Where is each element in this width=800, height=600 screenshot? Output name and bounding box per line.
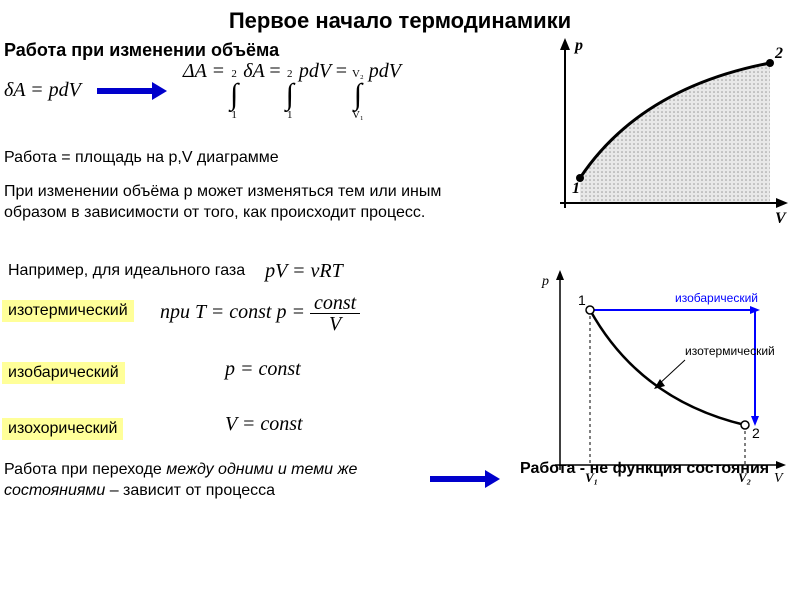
int-body: δA [243,60,264,82]
isobaric-label: изобарический [675,291,758,305]
label-isobaric: изобарический [2,362,125,384]
equation-row-1: δA = pdV ΔA = 2 ∫ 1 δA = 2 ∫ 1 pdV = V₂ … [4,60,401,121]
frac-num: const [310,293,360,314]
text-ideal: Например, для идеального газа [4,261,245,282]
integral-symbol: ∫ [286,80,294,110]
integral-1: 2 ∫ 1 [230,69,238,121]
ideal-gas-row: Например, для идеального газа pV = νRT [4,260,343,283]
integral-symbol: ∫ [354,80,362,110]
integral-symbol: ∫ [230,80,238,110]
isobaric-block: изобарический [2,362,125,384]
isochoric-block: изохорический [2,418,123,440]
eq-isobaric: p = const [225,358,301,381]
integral-3: V₂ ∫ V₁ [352,69,364,121]
page-title: Первое начало термодинамики [0,0,800,34]
equals: = [336,60,352,82]
int-body: pdV [369,60,401,82]
label-isothermal: изотермический [2,300,134,322]
eq-isochoric: V = const [225,413,303,436]
p-axis-label: p [573,38,583,54]
eq-differential: δA = pdV [4,79,81,102]
text-change: При изменении объёма p может изменяться … [0,182,450,224]
int-lower: 1 [287,110,293,121]
pv-diagram-2: 1 2 p V V₁ V₂ изобарический изотермическ… [530,270,790,490]
pv-diagram-1: 1 2 p V [540,38,790,228]
point-1-label: 1 [578,292,586,308]
label-isochoric: изохорический [2,418,123,440]
int-lower: V₁ [352,110,364,121]
arrow-blue-icon [430,470,500,488]
eq-ideal-gas: pV = νRT [265,260,343,283]
p-axis-label: p [541,274,549,289]
text-area: Работа = площадь на p,V диаграмме [0,148,279,169]
equals: = [269,60,285,82]
int-body: pdV [299,60,331,82]
text-transition: Работа при переходе между одними и теми … [0,460,400,502]
isothermal-block: изотермический [2,300,134,322]
eq-integral: ΔA = 2 ∫ 1 δA = 2 ∫ 1 pdV = V₂ ∫ V₁ pdV [183,60,401,121]
v2-label: V₂ [738,470,751,485]
v1-label: V₁ [585,470,598,485]
eq-prefix: ΔA = [183,60,225,82]
point-1-label: 1 [572,180,580,197]
fraction: const V [310,293,360,334]
point-2-label: 2 [774,45,783,62]
eq-isothermal: при T = const p = const V [160,293,360,334]
arrow-blue-icon [97,82,167,100]
v-axis-label: V [774,471,784,486]
frac-den: V [325,314,345,334]
eq-pre: при T = const p = [160,301,305,323]
integral-2: 2 ∫ 1 [286,69,294,121]
int-lower: 1 [231,110,237,121]
point-2-label: 2 [752,425,760,441]
isothermal-label: изотермический [685,344,775,358]
v-axis-label: V [775,210,787,227]
